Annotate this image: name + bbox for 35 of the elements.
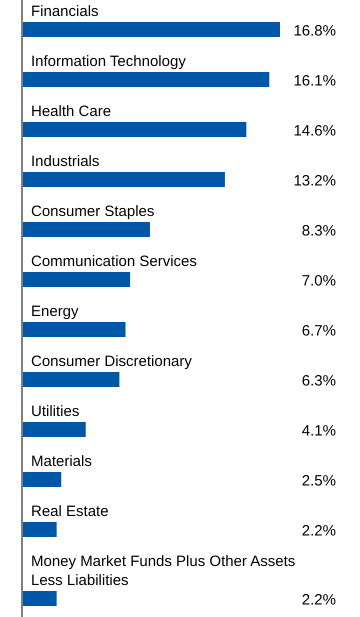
y-tick-label: Consumer Discretionary bbox=[31, 353, 192, 370]
y-tick-label: Materials bbox=[31, 453, 92, 470]
bar bbox=[23, 322, 126, 337]
data-label: 14.6% bbox=[293, 122, 336, 140]
bar bbox=[23, 122, 246, 137]
bar bbox=[23, 372, 120, 387]
data-label: 2.5% bbox=[302, 472, 336, 490]
bar bbox=[23, 422, 86, 437]
y-tick-label: Communication Services bbox=[31, 253, 197, 270]
data-label: 2.2% bbox=[302, 592, 336, 608]
y-tick-label: Consumer Staples bbox=[31, 203, 154, 220]
bar bbox=[23, 22, 280, 37]
y-tick-label: Industrials bbox=[31, 153, 100, 170]
data-label: 16.1% bbox=[293, 72, 336, 90]
bar bbox=[23, 72, 270, 87]
y-tick-label: Health Care bbox=[31, 103, 112, 120]
data-label: 16.8% bbox=[293, 22, 336, 40]
bar bbox=[23, 272, 130, 287]
y-tick-label: Real Estate bbox=[31, 503, 109, 520]
bar bbox=[23, 522, 57, 537]
data-label: 2.2% bbox=[302, 522, 336, 540]
bar bbox=[23, 222, 150, 237]
bar bbox=[23, 472, 62, 487]
data-label: 4.1% bbox=[302, 422, 336, 440]
data-label: 7.0% bbox=[302, 272, 336, 290]
data-label: 6.3% bbox=[302, 372, 336, 390]
data-label: 13.2% bbox=[293, 172, 336, 190]
data-label: 8.3% bbox=[302, 222, 336, 240]
y-tick-label: Money Market Funds Plus Other Assets Less Liabilities bbox=[31, 553, 296, 589]
y-tick-label: Financials bbox=[31, 3, 99, 20]
y-tick-label: Information Technology bbox=[31, 53, 186, 70]
data-label: 6.7% bbox=[302, 322, 336, 340]
bar bbox=[23, 172, 225, 187]
y-tick-label: Utilities bbox=[31, 403, 80, 420]
y-tick-label: Energy bbox=[31, 303, 80, 320]
